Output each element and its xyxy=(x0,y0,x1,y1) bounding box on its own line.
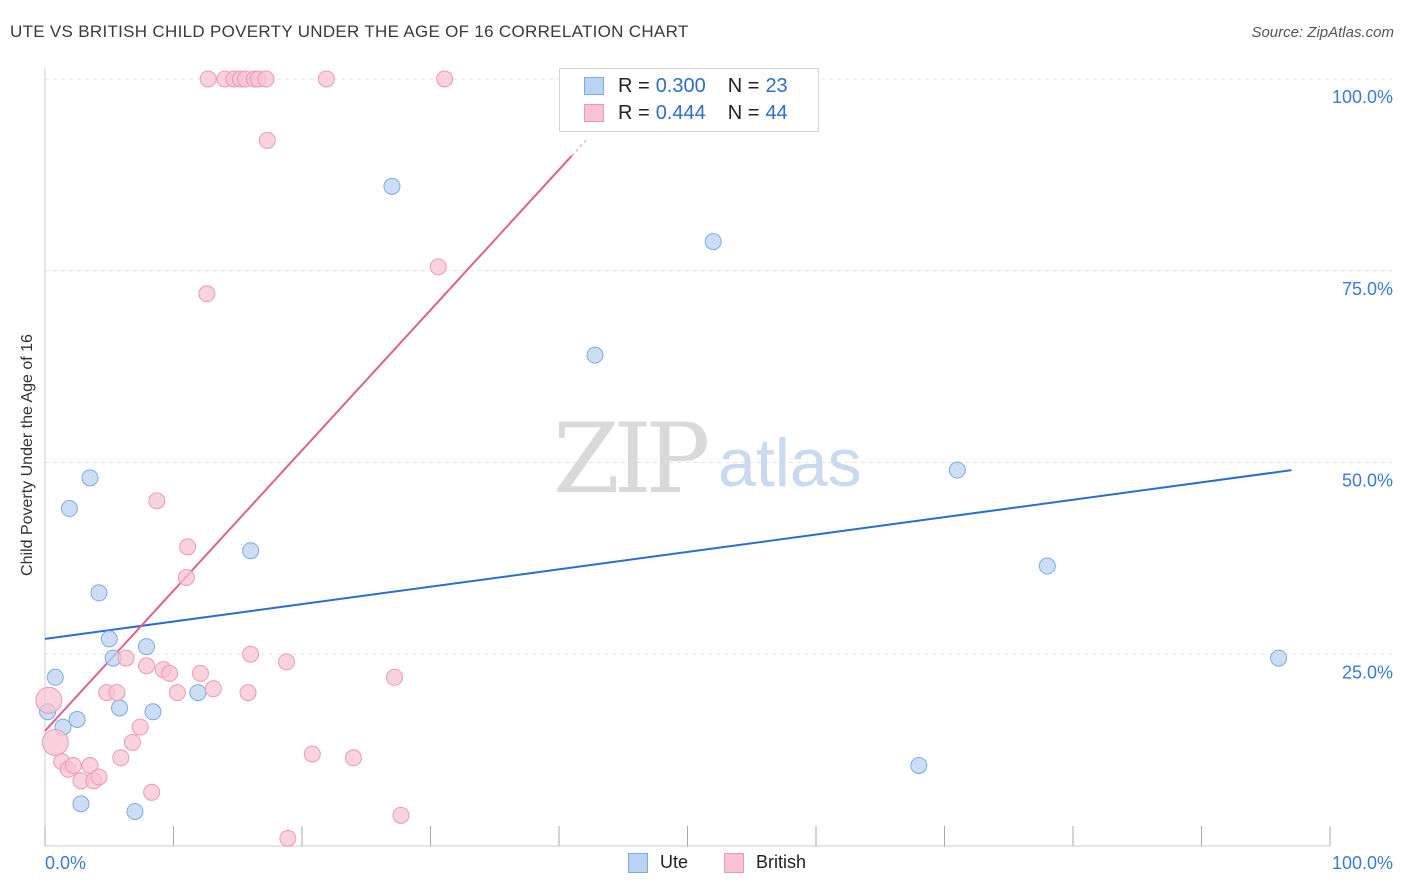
british-point xyxy=(392,806,410,824)
british-point xyxy=(117,649,135,667)
ute-r-label: R = xyxy=(618,74,650,97)
british-point xyxy=(257,70,275,88)
british-point xyxy=(279,829,297,847)
british-r-value: 0.444 xyxy=(655,101,706,124)
y-tick-label: 75.0% xyxy=(1342,279,1393,299)
bottom-legend-ute[interactable]: Ute xyxy=(628,852,688,873)
ute-point xyxy=(111,699,129,717)
ute-point xyxy=(189,684,207,702)
ute-legend-swatch xyxy=(628,852,648,873)
data-points xyxy=(35,70,1288,847)
british-point xyxy=(108,684,126,702)
legend-row-british: R = 0.444 N = 44 xyxy=(584,100,788,126)
ute-point xyxy=(81,469,99,487)
british-point xyxy=(258,131,276,149)
british-point xyxy=(429,258,447,276)
ute-point xyxy=(72,795,90,813)
correlation-legend: R = 0.300 N = 23 R = 0.444 N = 44 xyxy=(559,68,819,132)
british-point xyxy=(317,70,335,88)
ute-swatch xyxy=(584,77,604,95)
british-point xyxy=(239,684,257,702)
british-point xyxy=(278,653,296,671)
ute-trend-line xyxy=(44,469,1292,640)
british-point xyxy=(168,684,186,702)
british-point xyxy=(242,645,260,663)
axes xyxy=(44,68,1331,847)
watermark: ZIP atlas xyxy=(553,403,862,515)
british-point xyxy=(177,569,195,587)
british-point xyxy=(90,768,108,786)
british-point xyxy=(143,783,161,801)
y-tick-label: 50.0% xyxy=(1342,471,1393,491)
british-point xyxy=(123,733,141,751)
ute-point xyxy=(948,461,966,479)
ute-point xyxy=(126,802,144,820)
british-n-label: N = xyxy=(727,101,760,124)
y-tick-label: 25.0% xyxy=(1342,662,1393,682)
british-point xyxy=(303,745,321,763)
british-point xyxy=(179,538,197,556)
british-point xyxy=(64,756,82,774)
british-n-value: 44 xyxy=(765,101,788,124)
ute-n-value: 23 xyxy=(765,74,788,97)
british-swatch xyxy=(584,104,604,122)
ute-point xyxy=(383,177,401,195)
gridlines xyxy=(45,78,1392,655)
ute-point xyxy=(704,233,722,251)
ute-point xyxy=(242,542,260,560)
ute-point xyxy=(586,346,604,364)
ute-legend-label: Ute xyxy=(660,852,689,872)
british-point xyxy=(191,664,209,682)
ute-point xyxy=(46,668,64,686)
british-point xyxy=(198,285,216,303)
british-trend-line xyxy=(44,155,573,732)
ute-point xyxy=(60,500,78,518)
ute-point xyxy=(68,710,86,728)
watermark-zip: ZIP xyxy=(553,403,708,515)
ute-point xyxy=(144,703,162,721)
british-point xyxy=(138,657,156,675)
ute-n-label: N = xyxy=(727,74,760,97)
source-label: Source: ZipAtlas.com xyxy=(1251,24,1394,41)
british-point xyxy=(386,668,404,686)
british-point xyxy=(131,718,149,736)
chart-title: UTE VS BRITISH CHILD POVERTY UNDER THE A… xyxy=(10,22,689,41)
ute-point xyxy=(100,630,118,648)
watermark-atlas: atlas xyxy=(718,425,862,501)
x-tick-label: 100.0% xyxy=(1332,853,1393,873)
ute-r-value: 0.300 xyxy=(655,74,706,97)
ute-point xyxy=(138,638,156,656)
legend-row-ute: R = 0.300 N = 23 xyxy=(584,73,788,99)
british-point xyxy=(161,664,179,682)
ute-point xyxy=(1038,557,1056,575)
bottom-legend-british[interactable]: British xyxy=(724,852,806,873)
x-tick-label: 0.0% xyxy=(45,853,86,873)
british-legend-swatch xyxy=(724,852,744,873)
british-point xyxy=(148,492,166,510)
british-point xyxy=(344,749,362,767)
british-legend-label: British xyxy=(756,852,807,872)
y-tick-label: 100.0% xyxy=(1332,87,1393,107)
british-point xyxy=(41,728,69,756)
british-point xyxy=(35,686,63,714)
tick-labels: 25.0% 50.0% 75.0% 100.0% 0.0% 100.0% xyxy=(45,87,1393,873)
british-r-label: R = xyxy=(618,101,650,124)
british-point xyxy=(112,749,130,767)
ute-point xyxy=(90,584,108,602)
trend-lines xyxy=(44,138,1292,732)
british-trend-extension xyxy=(571,138,588,157)
ute-point xyxy=(910,756,928,774)
british-point xyxy=(199,70,217,88)
ute-point xyxy=(1270,649,1288,667)
british-point xyxy=(436,70,454,88)
british-point xyxy=(204,680,222,698)
